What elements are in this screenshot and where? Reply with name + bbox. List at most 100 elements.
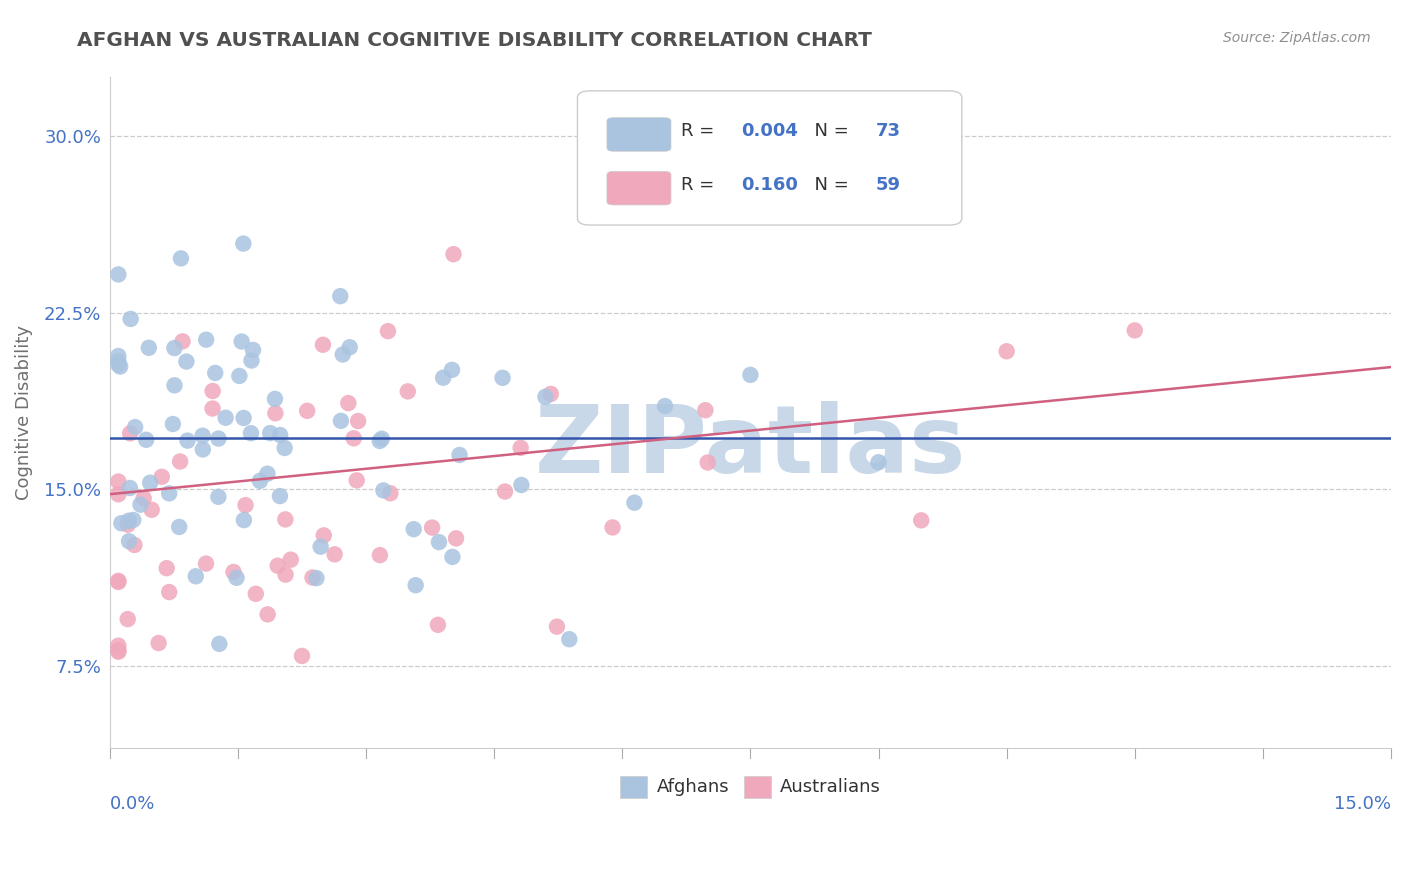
Text: AFGHAN VS AUSTRALIAN COGNITIVE DISABILITY CORRELATION CHART: AFGHAN VS AUSTRALIAN COGNITIVE DISABILIT… — [77, 31, 872, 50]
Point — [232, 411, 254, 425]
Text: N =: N = — [803, 176, 855, 194]
Point — [343, 431, 366, 445]
Point — [110, 516, 132, 531]
FancyBboxPatch shape — [607, 118, 671, 152]
Point — [441, 549, 464, 564]
Point — [309, 540, 332, 554]
Point — [107, 349, 129, 363]
Point — [170, 252, 193, 266]
Text: 15.0%: 15.0% — [1334, 796, 1391, 814]
Point — [1123, 323, 1146, 337]
Point — [162, 417, 184, 431]
Point — [346, 474, 368, 488]
Point — [176, 354, 198, 368]
Point — [195, 557, 218, 571]
Text: N =: N = — [803, 122, 855, 140]
Point — [232, 236, 254, 251]
Point — [259, 426, 281, 441]
Point — [191, 428, 214, 442]
Point — [163, 378, 186, 392]
Point — [107, 639, 129, 653]
Point — [295, 404, 318, 418]
Point — [269, 428, 291, 442]
Point — [172, 334, 194, 349]
Point — [274, 567, 297, 582]
Point — [269, 489, 291, 503]
Point — [191, 442, 214, 457]
Point — [124, 538, 146, 552]
Point — [623, 496, 645, 510]
Point — [107, 645, 129, 659]
Point — [280, 552, 302, 566]
Point — [228, 368, 250, 383]
Point — [240, 426, 263, 441]
Point — [444, 532, 467, 546]
Point — [377, 324, 399, 338]
Point — [368, 548, 391, 562]
Point — [222, 565, 245, 579]
Text: R =: R = — [682, 176, 725, 194]
Point — [235, 498, 257, 512]
Point — [231, 334, 253, 349]
Point — [195, 333, 218, 347]
Text: Source: ZipAtlas.com: Source: ZipAtlas.com — [1223, 31, 1371, 45]
Point — [332, 347, 354, 361]
Point — [368, 434, 391, 448]
Point — [449, 448, 471, 462]
Point — [995, 344, 1018, 359]
Point — [245, 587, 267, 601]
Point — [329, 414, 352, 428]
Point — [291, 648, 314, 663]
Point — [135, 433, 157, 447]
Point — [602, 520, 624, 534]
Point — [301, 570, 323, 584]
Point — [402, 522, 425, 536]
Point — [405, 578, 427, 592]
Point — [264, 406, 287, 420]
Point — [347, 414, 370, 428]
Text: 59: 59 — [876, 176, 901, 194]
Point — [440, 363, 463, 377]
FancyBboxPatch shape — [607, 171, 671, 205]
Point — [249, 474, 271, 488]
Point — [305, 571, 328, 585]
Point — [491, 371, 513, 385]
Point — [420, 520, 443, 534]
Point — [427, 535, 450, 549]
Point — [117, 514, 139, 528]
Point — [107, 268, 129, 282]
Point — [558, 632, 581, 647]
Point — [509, 441, 531, 455]
Point — [494, 484, 516, 499]
FancyBboxPatch shape — [578, 91, 962, 225]
Point — [910, 513, 932, 527]
Point — [139, 475, 162, 490]
Point — [207, 432, 229, 446]
Point — [274, 512, 297, 526]
Text: 0.004: 0.004 — [741, 122, 799, 140]
Point — [696, 456, 718, 470]
Point — [201, 384, 224, 398]
Point — [267, 558, 290, 573]
Point — [396, 384, 419, 399]
Point — [120, 426, 142, 441]
Point — [337, 396, 360, 410]
Point — [654, 399, 676, 413]
Point — [207, 490, 229, 504]
Point — [176, 434, 198, 448]
Point — [214, 410, 236, 425]
Point — [107, 475, 129, 489]
Point — [156, 561, 179, 575]
Point — [117, 612, 139, 626]
Point — [150, 469, 173, 483]
Point — [312, 337, 335, 351]
Point — [339, 340, 361, 354]
Point — [540, 387, 562, 401]
Point — [443, 247, 465, 261]
Point — [107, 574, 129, 589]
Text: 0.160: 0.160 — [741, 176, 799, 194]
Point — [107, 354, 129, 368]
Point — [204, 366, 226, 380]
Point — [273, 441, 295, 455]
Point — [169, 454, 191, 468]
